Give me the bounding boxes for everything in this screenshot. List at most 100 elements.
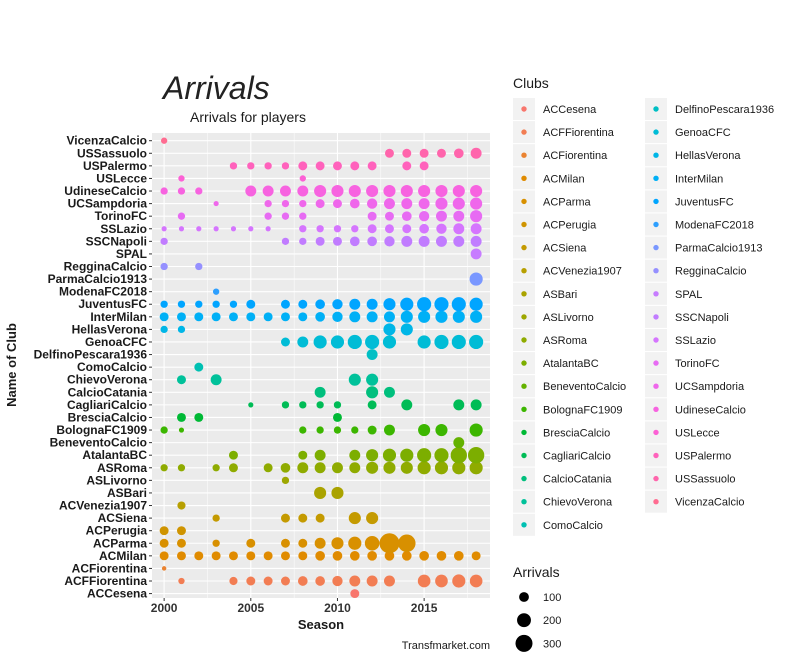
- point-TorinoFC: [367, 211, 377, 221]
- point-HellasVerona: [160, 325, 168, 334]
- point-ASRoma: [383, 461, 396, 474]
- data-points: [159, 137, 485, 599]
- point-ACMilan: [228, 551, 238, 561]
- point-JuventusFC: [195, 300, 203, 308]
- point-ACFFiorentina: [366, 575, 378, 587]
- point-TorinoFC: [299, 212, 307, 220]
- legend-label: SPAL: [675, 289, 702, 301]
- point-JuventusFC: [434, 297, 449, 312]
- point-ACSiena: [366, 512, 379, 525]
- point-ACMilan: [384, 551, 395, 561]
- y-tick-label: USPalermo: [83, 159, 147, 173]
- legend-label: ACFFiorentina: [543, 127, 615, 139]
- point-ASRoma: [349, 462, 361, 474]
- y-tick-label: GenoaCFC: [85, 335, 147, 349]
- legend-label: SSCNapoli: [675, 312, 729, 324]
- point-CagliariCalcio: [316, 401, 324, 409]
- point-InterMilan: [452, 310, 465, 323]
- point-DelfinoPescara1936: [366, 349, 378, 361]
- point-ACFFiorentina: [263, 576, 273, 586]
- point-UdineseCalcio: [160, 187, 168, 195]
- point-UdineseCalcio: [279, 185, 291, 197]
- chart-caption: Transfmarket.com: [402, 640, 490, 652]
- point-USPalermo: [315, 161, 325, 171]
- point-BresciaCalcio: [194, 412, 204, 422]
- point-USPalermo: [264, 162, 272, 170]
- point-SSLazio: [265, 226, 271, 232]
- point-USPalermo: [419, 161, 429, 171]
- point-SSLazio: [470, 223, 482, 235]
- legend-label: USPalermo: [675, 451, 731, 463]
- point-RegginaCalcio: [195, 262, 203, 271]
- point-BolognaFC1909: [351, 426, 359, 434]
- point-JuventusFC: [177, 300, 186, 308]
- point-USSassuolo: [384, 148, 394, 158]
- chart-title: Arrivals: [161, 70, 270, 106]
- point-ACMilan: [436, 551, 447, 561]
- legend-label: BeneventoCalcio: [543, 381, 626, 393]
- point-ACParma: [280, 538, 290, 548]
- point-ASRoma: [400, 461, 413, 474]
- point-ACMilan: [332, 551, 343, 561]
- point-ASRoma: [314, 462, 326, 474]
- point-TorinoFC: [264, 212, 272, 220]
- y-tick-label: ParmaCalcio1913: [48, 272, 148, 286]
- point-UCSampdoria: [213, 201, 219, 207]
- legend-swatch: [521, 522, 527, 528]
- point-InterMilan: [470, 310, 483, 323]
- point-CagliariCalcio: [333, 401, 342, 409]
- point-BeneventoCalcio: [453, 437, 465, 449]
- point-InterMilan: [366, 311, 378, 323]
- point-USPalermo: [298, 161, 308, 171]
- point-UCSampdoria: [418, 198, 430, 210]
- y-tick-label: ACMilan: [99, 549, 147, 563]
- point-JuventusFC: [160, 300, 168, 308]
- point-USPalermo: [402, 161, 412, 171]
- point-CagliariCalcio: [299, 401, 307, 409]
- point-ASRoma: [212, 464, 220, 472]
- y-tick-label: CalcioCatania: [68, 385, 148, 399]
- point-TorinoFC: [453, 210, 465, 222]
- point-ACParma: [331, 537, 344, 550]
- point-TorinoFC: [177, 212, 186, 220]
- point-ACPerugia: [176, 526, 186, 536]
- point-USSassuolo: [436, 148, 446, 158]
- legend-swatch: [521, 268, 527, 274]
- point-UCSampdoria: [452, 197, 465, 210]
- y-tick-label: BolognaFC1909: [56, 423, 147, 437]
- point-UdineseCalcio: [418, 184, 431, 198]
- legend-swatch: [521, 175, 527, 181]
- legend-label: VicenzaCalcio: [675, 497, 745, 509]
- point-SSCNapoli: [470, 235, 482, 247]
- point-ASRoma: [452, 461, 466, 475]
- legend-label: BolognaFC1909: [543, 404, 623, 416]
- chart-subtitle: Arrivals for players: [190, 109, 306, 125]
- legend-label: CagliariCalcio: [543, 451, 611, 463]
- point-SSLazio: [178, 226, 185, 232]
- legend-swatch: [653, 337, 659, 343]
- y-tick-label: ACVenezia1907: [59, 499, 147, 513]
- point-ACParma: [159, 538, 169, 548]
- size-legend-label: 200: [543, 615, 561, 627]
- point-GenoaCFC: [330, 335, 345, 349]
- point-InterMilan: [263, 312, 273, 322]
- point-ACMilan: [263, 551, 273, 561]
- point-ParmaCalcio1913: [469, 272, 483, 286]
- y-tick-label: ChievoVerona: [67, 373, 147, 387]
- point-UCSampdoria: [264, 199, 272, 208]
- point-ACFFiorentina: [349, 575, 361, 587]
- legend-label: ACVenezia1907: [543, 266, 622, 278]
- point-UCSampdoria: [332, 199, 342, 209]
- color-legend-title: Clubs: [513, 75, 549, 91]
- y-tick-label: ACFiorentina: [72, 561, 148, 575]
- point-ACMilan: [194, 551, 204, 561]
- point-ASRoma: [331, 462, 343, 474]
- point-SSCNapoli: [453, 235, 465, 247]
- point-ACParma: [298, 538, 308, 548]
- point-ACParma: [314, 537, 326, 549]
- point-ACFFiorentina: [332, 575, 343, 587]
- y-tick-label: ACCesena: [87, 587, 147, 601]
- point-JuventusFC: [229, 300, 238, 308]
- point-ACFFiorentina: [229, 576, 238, 586]
- point-SSLazio: [453, 223, 465, 235]
